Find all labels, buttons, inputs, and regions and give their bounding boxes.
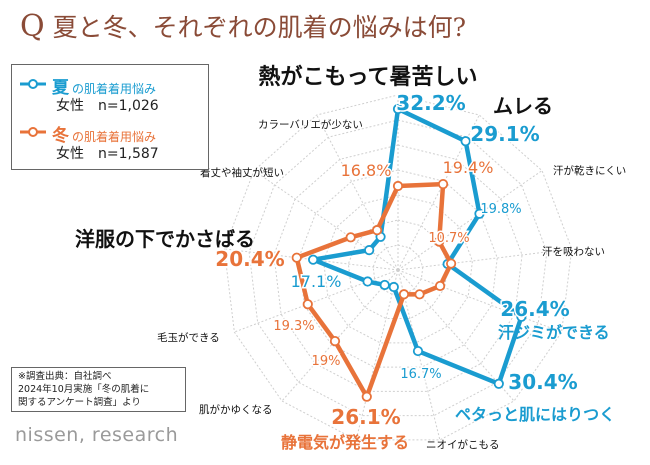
data-point	[434, 236, 445, 247]
data-point	[329, 336, 341, 347]
value-label: 19.3%	[273, 319, 314, 334]
category-label: 汗を吸わない	[542, 245, 605, 258]
source-line: ※調査出典：自社調べ	[18, 371, 112, 382]
data-point	[493, 378, 504, 389]
legend-summer-sample: 女性 n=1,026	[56, 98, 159, 114]
data-point	[371, 225, 383, 236]
legend-summer-marker	[20, 79, 46, 89]
series-line-summer	[310, 106, 524, 387]
category-label: ペタっと肌にはりつく	[455, 405, 615, 424]
legend-winter-title: 冬の肌着着用悩み	[52, 126, 157, 146]
grid-ring	[323, 194, 473, 344]
grid-spoke	[397, 170, 543, 271]
question-mark: Q	[20, 9, 45, 44]
value-label: 30.4%	[508, 370, 577, 394]
grid-spoke	[281, 269, 399, 402]
value-label: 19.4%	[443, 158, 494, 177]
data-point	[398, 289, 410, 300]
category-label: 熱がこもって暑苦しい	[259, 64, 478, 90]
data-point	[434, 280, 446, 292]
data-point	[361, 391, 372, 402]
category-label: 汗が乾きにくい	[553, 164, 626, 177]
data-point	[446, 258, 457, 269]
title-text: 夏と冬、それぞれの肌着の悩みは何?	[52, 13, 467, 42]
data-point	[392, 180, 404, 192]
data-point	[379, 279, 390, 291]
category-label: ムレる	[493, 94, 553, 118]
grid-spoke	[397, 269, 562, 333]
source-line: 関するアンケート調査」より	[18, 397, 141, 408]
value-label: 32.2%	[396, 91, 465, 115]
chart-title: Q 夏と冬、それぞれの肌着の悩みは何?	[20, 8, 466, 44]
data-point	[291, 252, 302, 263]
grid-ring	[248, 119, 548, 417]
data-point	[364, 245, 375, 256]
grid-spoke	[397, 248, 572, 271]
grid-spoke	[224, 248, 399, 271]
data-point	[460, 136, 471, 147]
brand-logo: nissen, research	[15, 424, 179, 446]
value-label: 16.8%	[341, 161, 392, 180]
category-label: ニオイがこもる	[426, 438, 500, 451]
value-label: 26.1%	[331, 405, 400, 429]
value-label: 19%	[312, 354, 341, 369]
legend-summer-title: 夏の肌着着用悩み	[52, 78, 157, 98]
data-point	[412, 345, 424, 357]
radar-series	[291, 103, 527, 402]
data-point	[392, 103, 404, 115]
value-label: 26.4%	[500, 297, 569, 321]
source-line: 2024年10月実施「冬の肌着に	[18, 384, 150, 395]
value-label: 17.1%	[291, 272, 342, 291]
category-label: カラーバリエが少ない	[258, 118, 363, 131]
value-label: 29.1%	[470, 122, 539, 146]
data-point	[516, 311, 527, 322]
category-label: 汗ジミができる	[498, 323, 610, 342]
value-label: 10.7%	[428, 231, 469, 246]
value-label: 20.4%	[215, 247, 284, 271]
legend-winter-sample: 女性 n=1,587	[56, 146, 159, 162]
category-label: 着丈や袖丈が短い	[200, 166, 284, 179]
data-point	[474, 208, 485, 219]
data-point	[302, 299, 313, 310]
radar-labels: 熱がこもって暑苦しいムレる汗が乾きにくい汗を吸わない汗ジミができるペタっと肌には…	[75, 64, 626, 452]
grid-spoke	[253, 170, 399, 271]
source-note: ※調査出典：自社調べ 2024年10月実施「冬の肌着に 関するアンケート調査」よ…	[11, 367, 186, 412]
category-label: 静電気が発生する	[281, 433, 409, 452]
category-label: 毛玉ができる	[157, 331, 220, 344]
category-label: 洋服の下でかさばる	[75, 227, 255, 251]
category-label: 肌がかゆくなる	[199, 403, 273, 416]
grid-ring	[223, 94, 573, 441]
grid-ring	[273, 144, 523, 392]
grid-spoke	[355, 269, 399, 441]
data-point	[345, 232, 356, 243]
data-point	[388, 281, 399, 293]
legend: 夏の肌着着用悩み 女性 n=1,026 冬の肌着着用悩み 女性 n=1,587	[11, 64, 209, 170]
legend-winter-marker	[20, 127, 46, 137]
grid-spoke	[316, 114, 399, 271]
data-point	[414, 289, 425, 300]
data-point	[437, 179, 449, 190]
value-label: 16.7%	[400, 367, 441, 382]
data-point	[308, 254, 319, 265]
value-label: 19.8%	[480, 202, 521, 217]
data-point	[362, 276, 373, 287]
